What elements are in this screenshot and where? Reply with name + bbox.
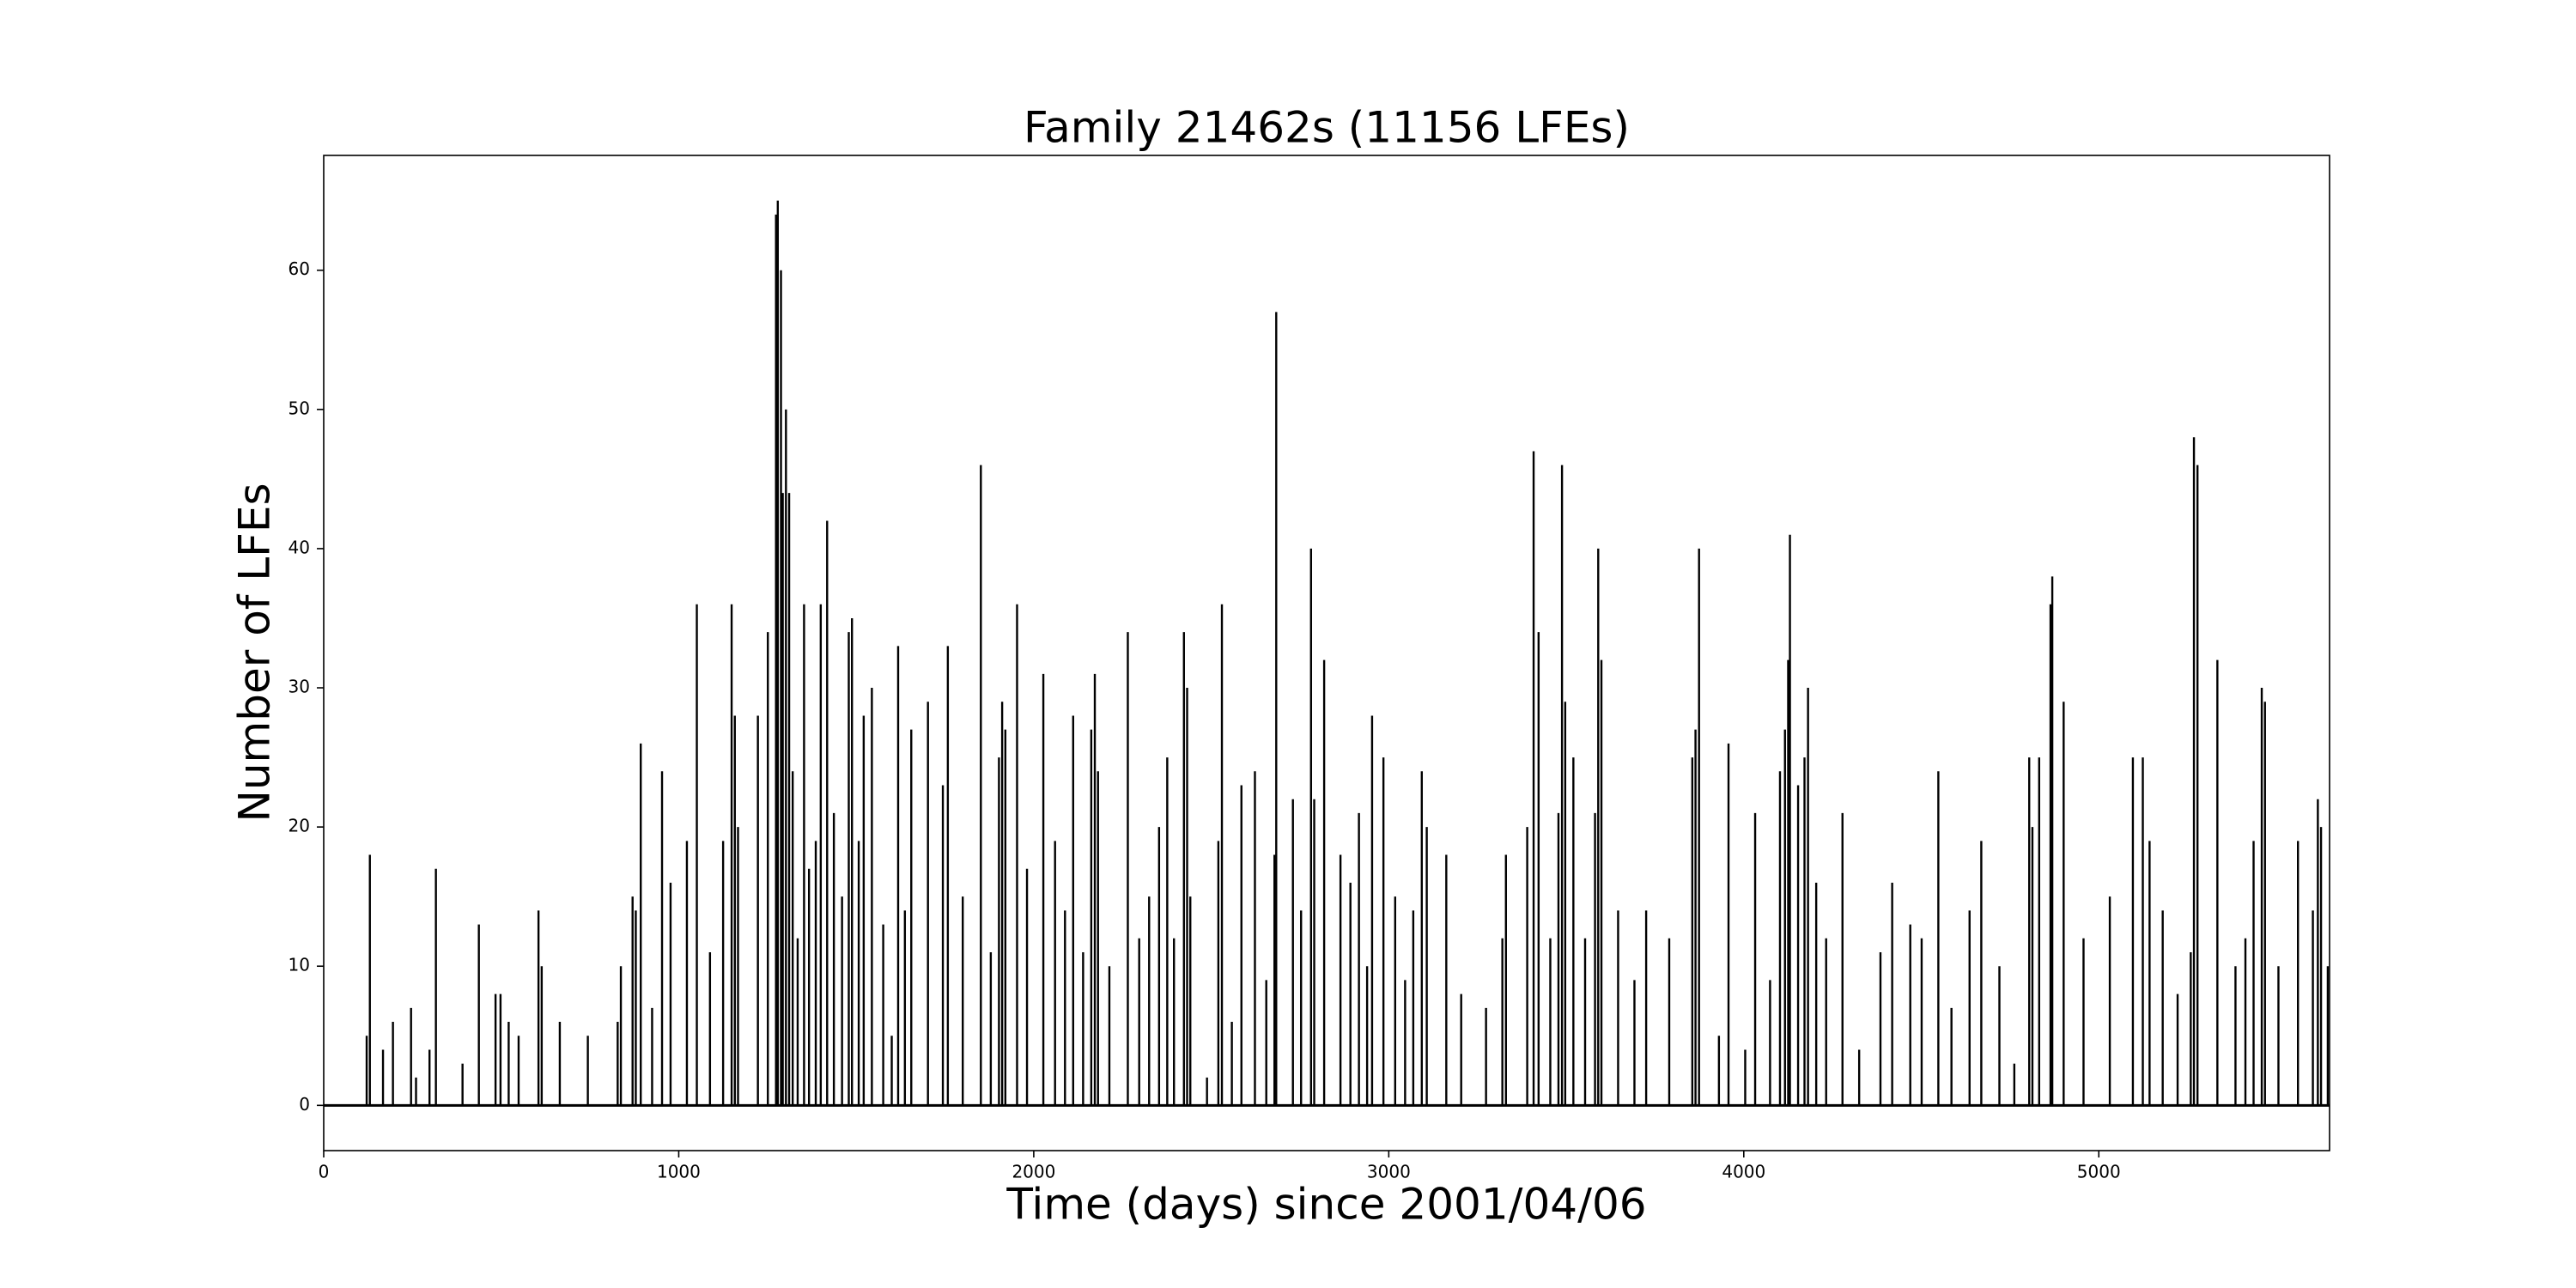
y-tick-label: 20	[289, 816, 310, 836]
y-tick-label: 30	[289, 677, 310, 697]
x-tick-label: 0	[319, 1162, 330, 1182]
x-tick-label: 4000	[1722, 1162, 1765, 1182]
y-tick-label: 50	[289, 398, 310, 418]
x-tick-label: 1000	[657, 1162, 701, 1182]
y-tick-label: 60	[289, 258, 310, 279]
y-tick-label: 40	[289, 537, 310, 557]
plot-frame	[323, 155, 2330, 1151]
x-axis-label: Time (days) since 2001/04/06	[1005, 1180, 1646, 1230]
x-tick-label: 2000	[1012, 1162, 1055, 1182]
x-tick-label: 3000	[1367, 1162, 1411, 1182]
y-axis-label: Number of LFEs	[230, 483, 280, 822]
y-tick-label: 0	[299, 1094, 310, 1115]
x-tick-label: 5000	[2077, 1162, 2121, 1182]
chart-title: Family 21462s (11156 LFEs)	[1024, 103, 1630, 153]
y-tick-label: 10	[289, 955, 310, 975]
